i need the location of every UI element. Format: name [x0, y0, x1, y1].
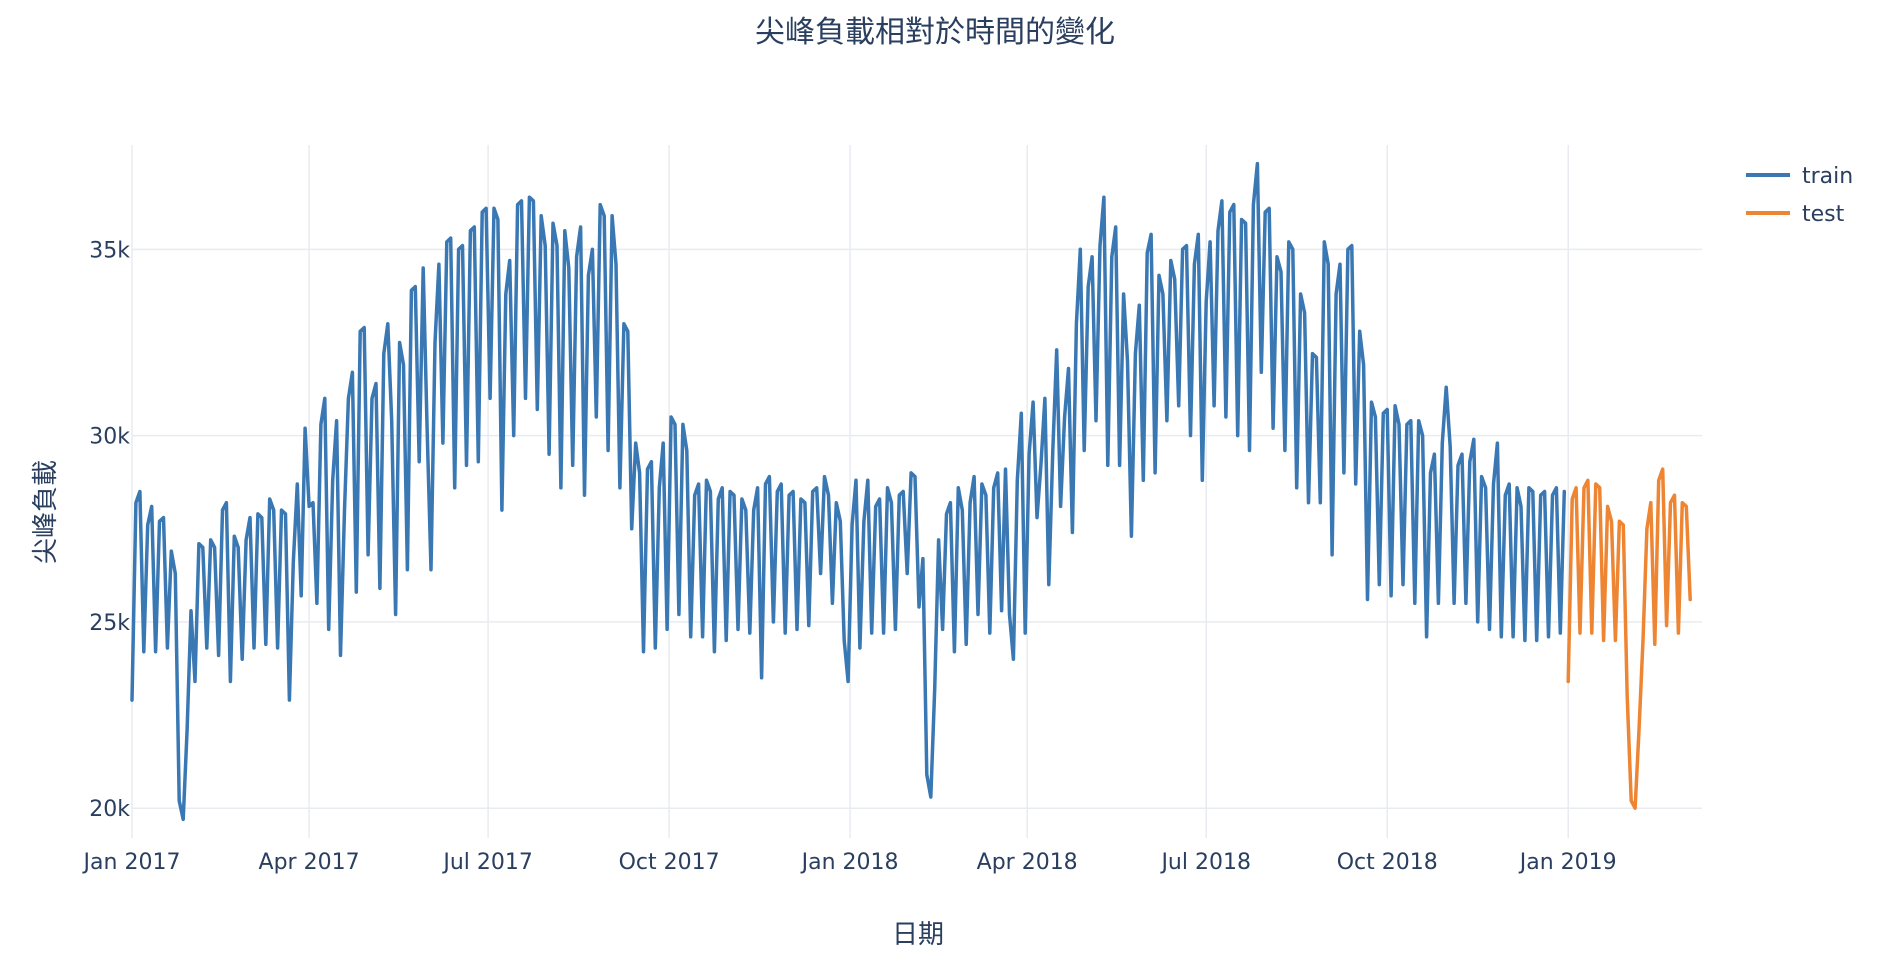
legend-label: train [1802, 164, 1853, 189]
y-axis: 20k 25k 30k 35k [89, 238, 130, 822]
y-tick-label: 30k [89, 425, 130, 450]
x-tick-label: Jul 2018 [1159, 850, 1251, 875]
x-tick-label: Apr 2018 [977, 850, 1078, 875]
x-tick-label: Jan 2017 [82, 850, 181, 875]
x-tick-label: Apr 2017 [259, 850, 360, 875]
legend-item-train[interactable]: train [1746, 164, 1853, 189]
y-axis-title: 尖峰負載 [31, 460, 61, 564]
x-tick-label: Jan 2019 [1518, 850, 1617, 875]
series-line-test [1566, 467, 1692, 810]
y-tick-label: 25k [89, 611, 130, 636]
x-tick-label: Jul 2017 [441, 850, 533, 875]
legend-item-test[interactable]: test [1746, 202, 1845, 227]
legend-label: test [1802, 202, 1845, 227]
y-tick-label: 35k [89, 238, 130, 263]
x-axis-title: 日期 [892, 920, 944, 950]
x-axis: Jan 2017 Apr 2017 Jul 2017 Oct 2017 Jan 2018… [82, 850, 1617, 875]
plot-area [130, 161, 1692, 822]
series-line-train [130, 161, 1567, 822]
x-tick-label: Oct 2017 [619, 850, 720, 875]
x-tick-label: Jan 2018 [800, 850, 899, 875]
x-tick-label: Oct 2018 [1337, 850, 1438, 875]
y-tick-label: 20k [89, 797, 130, 822]
chart-title: 尖峰負載相對於時間的變化 [755, 15, 1115, 50]
legend: train test [1746, 164, 1853, 227]
